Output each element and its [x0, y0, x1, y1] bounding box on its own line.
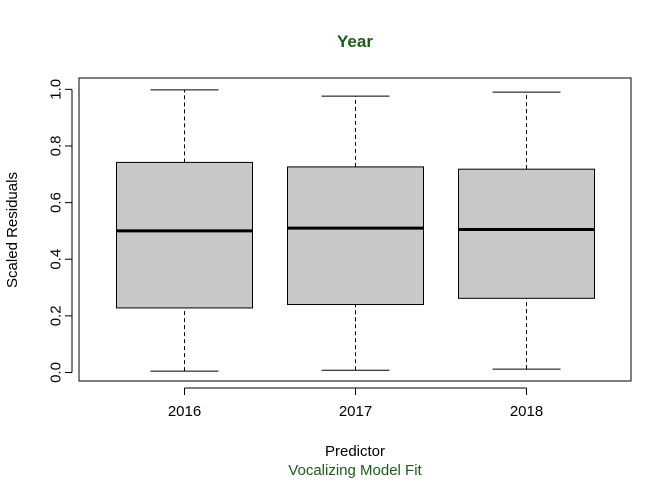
x-axis-title: Predictor	[325, 443, 385, 460]
chart-subtitle: Vocalizing Model Fit	[288, 462, 422, 479]
box-2017	[287, 166, 424, 306]
boxes-group	[116, 89, 595, 372]
box-2018	[458, 168, 595, 299]
x-tick-label: 2017	[339, 403, 372, 420]
y-tick-label: 0.0	[47, 362, 64, 383]
y-tick-label: 0.4	[47, 249, 64, 270]
chart-title: Year	[337, 32, 373, 51]
box-2016	[116, 161, 253, 309]
y-tick-label: 1.0	[47, 79, 64, 100]
y-tick-label: 0.8	[47, 136, 64, 157]
x-axis: 2016 2017 2018	[168, 387, 543, 420]
y-tick-label: 0.6	[47, 192, 64, 213]
y-axis-title: Scaled Residuals	[4, 172, 21, 288]
y-tick-label: 0.2	[47, 305, 64, 326]
x-tick-label: 2016	[168, 403, 201, 420]
plot-frame	[78, 77, 632, 382]
x-tick-label: 2018	[510, 403, 543, 420]
y-axis: 0.0 0.2 0.4 0.6 0.8 1.0	[47, 79, 73, 383]
